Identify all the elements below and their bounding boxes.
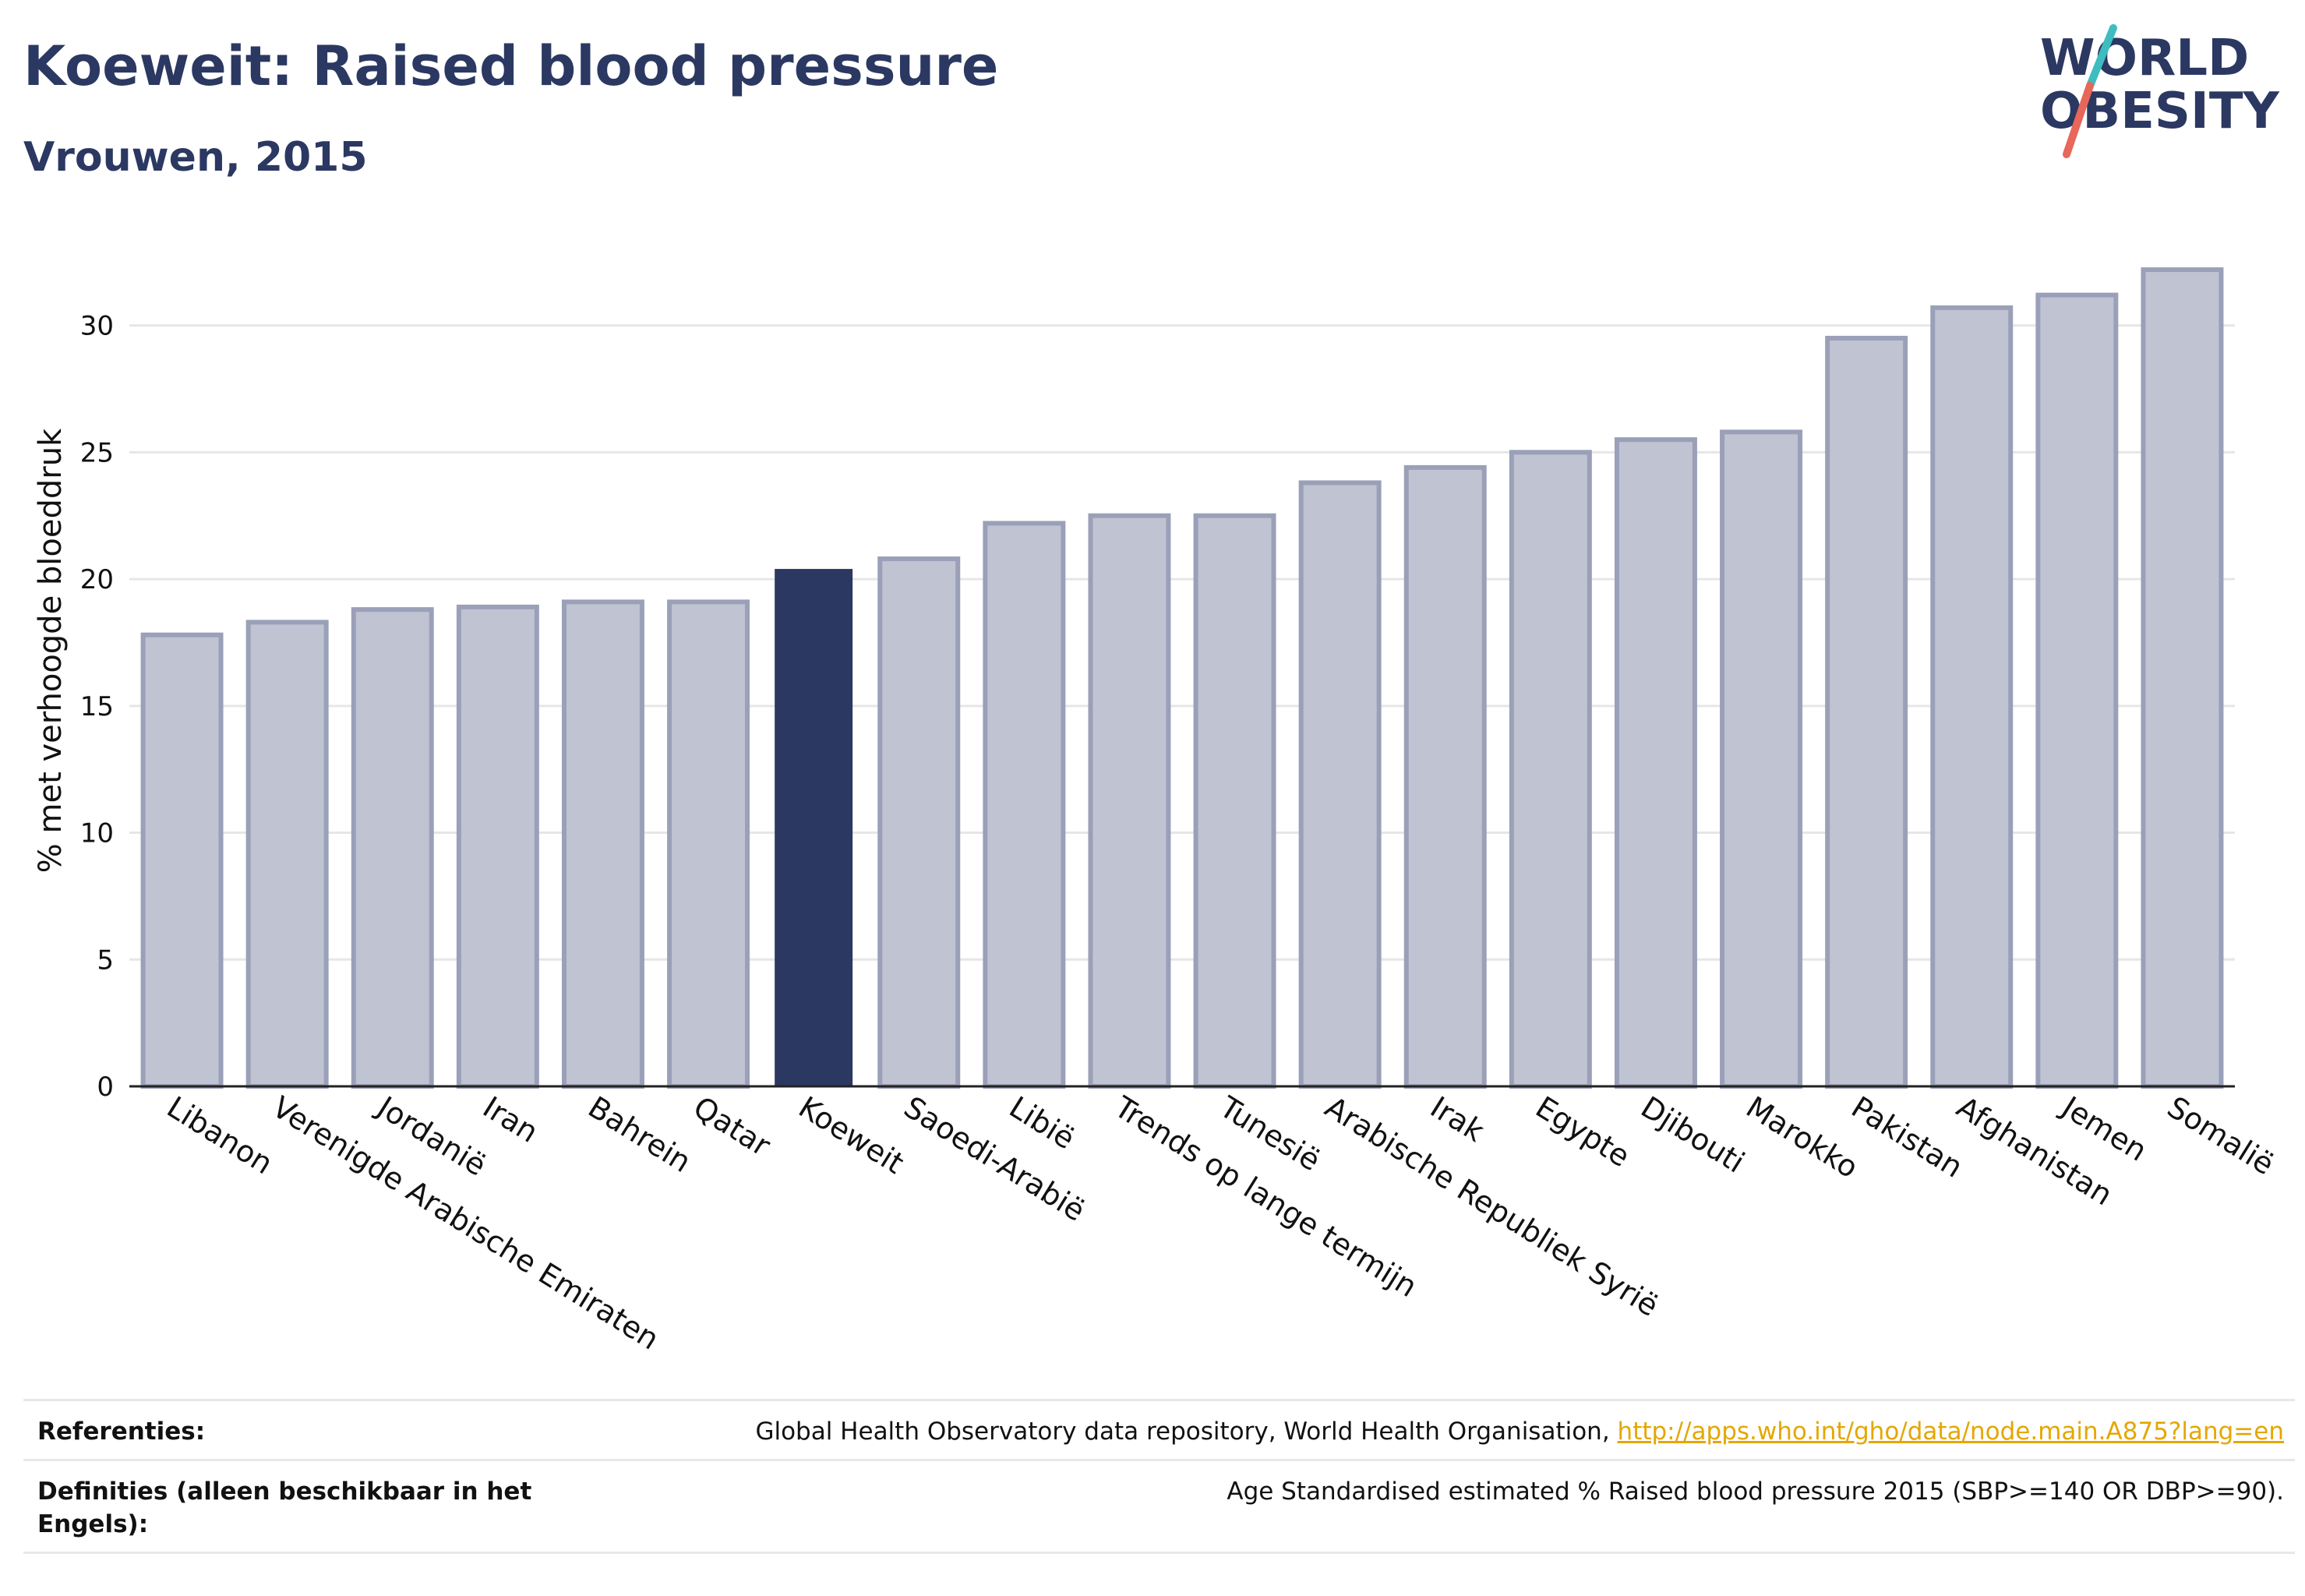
bar bbox=[1088, 513, 1171, 1089]
bar bbox=[983, 521, 1066, 1089]
x-tick-label: Libië bbox=[1004, 1089, 1081, 1156]
x-tick-label: Pakistan bbox=[1845, 1089, 1968, 1185]
bar bbox=[1614, 437, 1697, 1089]
bar bbox=[456, 604, 539, 1089]
y-tick-label: 0 bbox=[97, 1072, 114, 1103]
x-tick-label: Marokko bbox=[1740, 1089, 1864, 1185]
x-tick-label: Somalië bbox=[2162, 1089, 2280, 1181]
references-text: Global Health Observatory data repositor… bbox=[755, 1418, 1618, 1446]
x-tick-label: Koeweit bbox=[792, 1089, 909, 1181]
definitions-row: Definities (alleen beschikbaar in het En… bbox=[23, 1459, 2295, 1554]
y-tick-label: 15 bbox=[80, 691, 114, 722]
bar bbox=[1403, 464, 1487, 1089]
y-tick-label: 30 bbox=[80, 311, 114, 342]
logo-word-world: WORLD bbox=[2040, 30, 2249, 87]
y-tick-label: 20 bbox=[80, 564, 114, 595]
x-tick-label: Djibouti bbox=[1635, 1089, 1750, 1179]
bar bbox=[2035, 292, 2119, 1089]
references-link[interactable]: http://apps.who.int/gho/data/node.main.A… bbox=[1617, 1418, 2284, 1446]
gridlines bbox=[129, 324, 2235, 961]
bar bbox=[1825, 335, 1908, 1089]
y-tick-label: 25 bbox=[80, 437, 114, 468]
x-tick-label: Iran bbox=[477, 1089, 544, 1149]
bar bbox=[140, 632, 224, 1089]
bars bbox=[140, 267, 2224, 1089]
chart-title: Koeweit: Raised blood pressure bbox=[23, 34, 999, 98]
x-tick-label: Libanon bbox=[161, 1089, 279, 1181]
x-tick-label: Qatar bbox=[687, 1089, 776, 1163]
bar bbox=[1720, 429, 1803, 1089]
x-tick-label: Irak bbox=[1424, 1089, 1490, 1149]
x-tick-label: Saoedi-Arabië bbox=[898, 1089, 1091, 1228]
references-value: Global Health Observatory data repositor… bbox=[755, 1415, 2284, 1448]
x-tick-label: Bahrein bbox=[582, 1089, 697, 1179]
definitions-label: Definities (alleen beschikbaar in het En… bbox=[37, 1478, 532, 1538]
bar bbox=[667, 599, 750, 1089]
chart-subtitle: Vrouwen, 2015 bbox=[23, 134, 368, 181]
bar bbox=[2141, 267, 2224, 1089]
logo-slash-coral bbox=[2063, 82, 2094, 158]
x-tick-label: Egypte bbox=[1530, 1089, 1636, 1174]
bar-highlighted bbox=[775, 569, 853, 1086]
definitions-value: Age Standardised estimated % Raised bloo… bbox=[1227, 1478, 2284, 1506]
references-row: Referenties: Global Health Observatory d… bbox=[23, 1399, 2295, 1459]
bar bbox=[877, 556, 961, 1089]
bar bbox=[1193, 513, 1276, 1089]
y-tick-label: 10 bbox=[80, 818, 114, 849]
chart-footer: Referenties: Global Health Observatory d… bbox=[23, 1399, 2295, 1554]
bar bbox=[561, 599, 644, 1089]
references-label: Referenties: bbox=[37, 1418, 206, 1446]
bar bbox=[245, 620, 329, 1089]
bar bbox=[1298, 480, 1382, 1089]
y-axis-title: % met verhoogde bloeddruk bbox=[33, 428, 69, 873]
bar bbox=[1509, 450, 1592, 1089]
y-tick-label: 5 bbox=[97, 945, 114, 976]
world-obesity-logo: WORLD OBESITY bbox=[2040, 24, 2279, 158]
logo-slash-teal bbox=[2086, 24, 2117, 90]
bar bbox=[1930, 305, 2014, 1089]
bar bbox=[351, 607, 434, 1089]
x-tick-label: Arabische Republiek Syrië bbox=[1319, 1089, 1664, 1323]
